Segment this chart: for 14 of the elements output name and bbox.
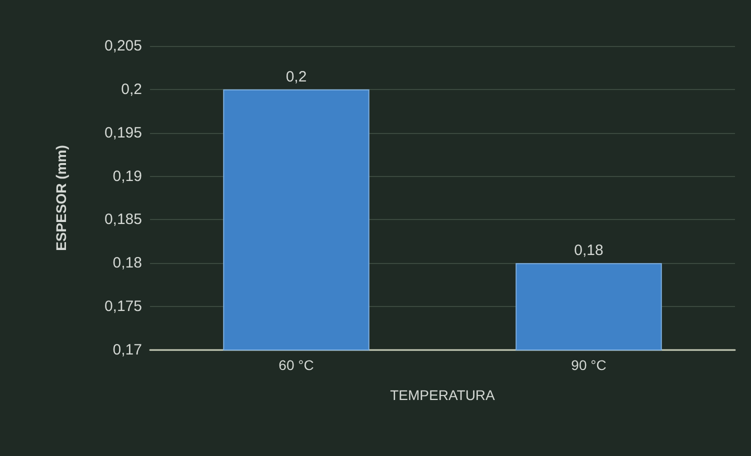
y-tick-label: 0,2: [121, 80, 142, 98]
y-axis-title: ESPESOR (mm): [53, 145, 69, 251]
data-label: 0,2: [286, 68, 307, 86]
y-tick-label: 0,19: [112, 168, 142, 185]
x-axis-title: TEMPERATURA: [390, 387, 496, 403]
y-tick-label: 0,17: [112, 342, 142, 358]
y-tick-label: 0,18: [112, 254, 142, 272]
y-tick-label: 0,205: [104, 38, 142, 54]
y-tick-label: 0,175: [104, 298, 142, 316]
y-tick-label: 0,195: [104, 124, 142, 142]
x-tick-label: 90 °C: [571, 357, 606, 373]
y-tick-label: 0,185: [104, 211, 142, 228]
x-tick-label: 60 °C: [278, 357, 314, 373]
data-label: 0,18: [574, 242, 604, 260]
